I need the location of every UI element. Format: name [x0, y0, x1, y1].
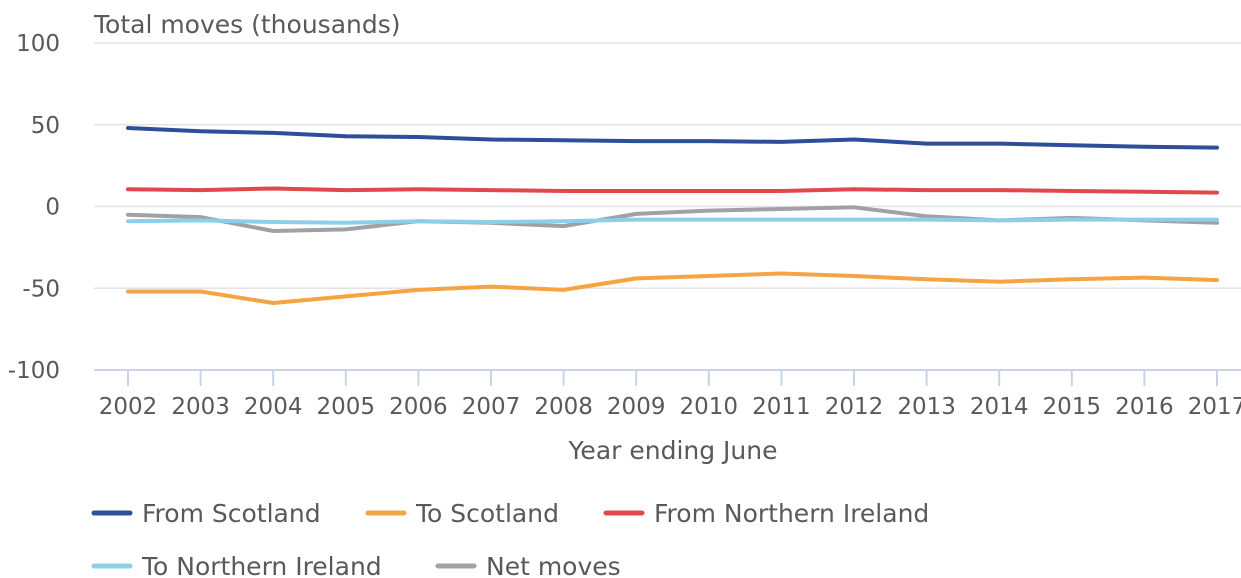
x-tick-label: 2013 [897, 394, 956, 420]
gridlines [94, 42, 1241, 371]
legend-label: To Scotland [415, 499, 559, 528]
y-axis-title: Total moves (thousands) [93, 10, 401, 39]
series-lines [126, 126, 1219, 305]
x-tick-label: 2005 [317, 394, 376, 420]
y-tick-label: 100 [16, 31, 60, 57]
x-tick-label: 2006 [389, 394, 448, 420]
y-tick-label: -50 [22, 276, 60, 302]
x-tick-label: 2016 [1115, 394, 1174, 420]
legend-label: From Scotland [142, 499, 321, 528]
x-tick-label: 2008 [534, 394, 593, 420]
y-tick-label: -100 [8, 358, 60, 384]
x-tick-label: 2007 [462, 394, 521, 420]
legend-item: To Scotland [365, 499, 559, 528]
x-tick-label: 2003 [171, 394, 230, 420]
x-tick-label: 2002 [99, 394, 158, 420]
y-tick-label: 0 [45, 195, 60, 221]
x-tick-label: 2009 [607, 394, 666, 420]
legend-item: From Northern Ireland [603, 499, 929, 528]
legend: From Scotland To Scotland From Northern Ir… [91, 499, 929, 578]
series-line-to-scotland [126, 271, 1219, 305]
x-axis-title: Year ending June [567, 436, 777, 465]
series-line-from-northern-ireland [126, 186, 1219, 195]
x-tick-label: 2015 [1043, 394, 1102, 420]
legend-label: To Northern Ireland [141, 552, 382, 578]
x-axis-ticks: 2002 2003 2004 2005 2006 2007 2008 2009 2010 2011… [99, 370, 1241, 420]
series-line-from-scotland [126, 126, 1219, 150]
y-tick-label: 50 [31, 113, 60, 139]
legend-item: From Scotland [91, 499, 321, 528]
x-tick-label: 2012 [825, 394, 884, 420]
x-tick-label: 2014 [970, 394, 1029, 420]
legend-label: From Northern Ireland [654, 499, 929, 528]
x-tick-label: 2017 [1188, 394, 1241, 420]
x-tick-label: 2004 [244, 394, 303, 420]
legend-item: To Northern Ireland [91, 552, 382, 578]
x-tick-label: 2010 [680, 394, 739, 420]
y-axis-ticks: 100 50 0 -50 -100 [8, 31, 60, 384]
x-tick-label: 2011 [752, 394, 811, 420]
legend-item: Net moves [435, 552, 621, 578]
series-line-to-northern-ireland [126, 217, 1219, 225]
legend-label: Net moves [486, 552, 621, 578]
